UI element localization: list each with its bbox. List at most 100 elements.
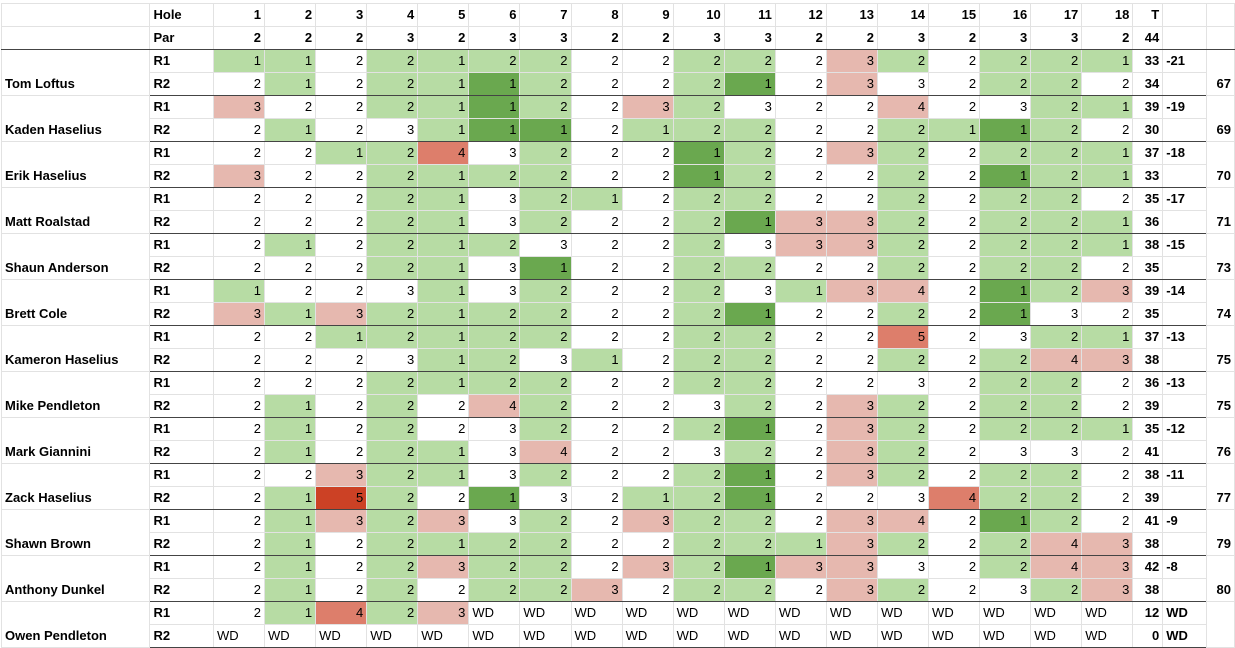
hole-score-cell[interactable]: 2 [315, 417, 368, 441]
hole-score-cell[interactable]: 2 [417, 486, 470, 510]
round-total-cell[interactable]: 36 [1132, 371, 1164, 395]
hole-score-cell[interactable]: 2 [519, 578, 572, 602]
hole-score-cell[interactable]: 2 [774, 509, 827, 533]
round-total-cell[interactable]: 35 [1132, 256, 1164, 280]
hole-score-cell[interactable]: 1 [1081, 141, 1134, 165]
hole-score-cell[interactable]: 2 [979, 463, 1032, 487]
hole-score-cell[interactable]: 2 [570, 509, 623, 533]
hole-score-cell[interactable]: 2 [519, 279, 572, 303]
hole-number-cell[interactable]: 10 [672, 3, 725, 27]
hole-score-cell[interactable]: 2 [672, 72, 725, 96]
hole-score-cell[interactable]: 2 [264, 141, 317, 165]
hole-score-cell[interactable]: 2 [519, 509, 572, 533]
hole-score-cell[interactable]: 2 [264, 279, 317, 303]
hole-score-cell[interactable]: 2 [212, 141, 266, 165]
hole-score-cell[interactable]: 3 [366, 118, 419, 142]
hole-score-cell[interactable]: 2 [979, 371, 1032, 395]
combined-total-cell[interactable]: 73 [1205, 233, 1235, 280]
hole-score-cell[interactable]: 2 [1081, 256, 1134, 280]
hole-score-cell[interactable]: 2 [928, 256, 981, 280]
round-total-cell[interactable]: 35 [1132, 187, 1164, 211]
par-value-cell[interactable]: 2 [774, 26, 827, 50]
hole-score-cell[interactable]: 2 [621, 440, 674, 464]
round-label-cell[interactable]: R1 [149, 601, 214, 625]
hole-score-cell[interactable]: 1 [570, 348, 623, 372]
hole-score-cell[interactable]: 2 [928, 555, 981, 579]
hole-score-cell[interactable]: 2 [723, 440, 776, 464]
hole-score-cell[interactable]: 2 [672, 417, 725, 441]
hole-score-cell[interactable]: 3 [825, 555, 878, 579]
hole-score-cell[interactable]: 2 [519, 187, 572, 211]
hole-score-cell[interactable]: 2 [315, 187, 368, 211]
round-total-cell[interactable]: 36 [1132, 210, 1164, 234]
hole-score-cell[interactable]: 2 [621, 325, 674, 349]
round-total-cell[interactable]: 39 [1132, 95, 1164, 119]
player-name-cell[interactable]: Kaden Haselius [0, 95, 151, 142]
hole-score-cell[interactable]: 2 [366, 187, 419, 211]
hole-score-cell[interactable]: WD [928, 624, 981, 648]
hole-score-cell[interactable]: 1 [417, 371, 470, 395]
hole-score-cell[interactable]: 3 [621, 509, 674, 533]
hole-score-cell[interactable]: 2 [672, 279, 725, 303]
hole-score-cell[interactable]: 2 [928, 417, 981, 441]
hole-number-cell[interactable]: 8 [570, 3, 623, 27]
hole-score-cell[interactable]: 4 [928, 486, 981, 510]
hole-score-cell[interactable]: 2 [212, 601, 266, 625]
hole-score-cell[interactable]: 3 [825, 509, 878, 533]
hole-score-cell[interactable]: 2 [621, 210, 674, 234]
hole-score-cell[interactable]: 2 [672, 463, 725, 487]
hole-score-cell[interactable]: 2 [519, 164, 572, 188]
combined-total-cell[interactable]: 71 [1205, 187, 1235, 234]
hole-score-cell[interactable]: 3 [825, 210, 878, 234]
hole-score-cell[interactable]: 1 [519, 256, 572, 280]
hole-score-cell[interactable]: 2 [366, 72, 419, 96]
hole-number-cell[interactable]: 9 [621, 3, 674, 27]
par-value-cell[interactable]: 3 [876, 26, 930, 50]
blank-cell[interactable] [1162, 26, 1207, 50]
hole-score-cell[interactable]: 1 [723, 486, 776, 510]
par-value-cell[interactable]: 3 [723, 26, 776, 50]
hole-score-cell[interactable]: 1 [1081, 164, 1134, 188]
hole-score-cell[interactable]: 1 [264, 118, 317, 142]
hole-score-cell[interactable]: 1 [621, 486, 674, 510]
round-total-cell[interactable]: 38 [1132, 348, 1164, 372]
hole-score-cell[interactable]: 2 [774, 49, 827, 73]
hole-score-cell[interactable]: 1 [417, 118, 470, 142]
hole-score-cell[interactable]: 2 [621, 49, 674, 73]
hole-score-cell[interactable]: 2 [1081, 118, 1134, 142]
par-value-cell[interactable]: 3 [1030, 26, 1083, 50]
hole-score-cell[interactable]: 1 [264, 49, 317, 73]
round-total-cell[interactable]: 35 [1132, 417, 1164, 441]
hole-score-cell[interactable]: 2 [570, 49, 623, 73]
hole-score-cell[interactable]: 3 [519, 348, 572, 372]
hole-score-cell[interactable]: 2 [876, 256, 930, 280]
hole-score-cell[interactable]: 3 [825, 578, 878, 602]
hole-score-cell[interactable]: 1 [417, 256, 470, 280]
to-par-cell[interactable] [1162, 118, 1207, 142]
hole-score-cell[interactable]: WD [774, 624, 827, 648]
hole-score-cell[interactable]: 1 [264, 302, 317, 326]
hole-score-cell[interactable]: 2 [825, 302, 878, 326]
hole-score-cell[interactable]: 4 [876, 279, 930, 303]
hole-score-cell[interactable]: 2 [366, 49, 419, 73]
round-label-cell[interactable]: R2 [149, 624, 214, 648]
hole-score-cell[interactable]: 1 [468, 486, 521, 510]
hole-score-cell[interactable]: 2 [315, 210, 368, 234]
hole-score-cell[interactable]: 2 [570, 463, 623, 487]
hole-score-cell[interactable]: 2 [928, 279, 981, 303]
hole-score-cell[interactable]: 2 [825, 325, 878, 349]
hole-score-cell[interactable]: 2 [1081, 509, 1134, 533]
hole-score-cell[interactable]: 2 [723, 509, 776, 533]
hole-score-cell[interactable]: 3 [825, 279, 878, 303]
hole-score-cell[interactable]: 2 [621, 348, 674, 372]
hole-score-cell[interactable]: 2 [774, 394, 827, 418]
to-par-cell[interactable] [1162, 532, 1207, 556]
hole-score-cell[interactable]: WD [723, 624, 776, 648]
round-label-cell[interactable]: R2 [149, 72, 214, 96]
to-par-cell[interactable] [1162, 486, 1207, 510]
hole-number-cell[interactable]: 14 [876, 3, 930, 27]
hole-score-cell[interactable]: WD [672, 601, 725, 625]
hole-score-cell[interactable]: 2 [672, 95, 725, 119]
round-label-cell[interactable]: R2 [149, 210, 214, 234]
hole-score-cell[interactable]: 1 [672, 141, 725, 165]
